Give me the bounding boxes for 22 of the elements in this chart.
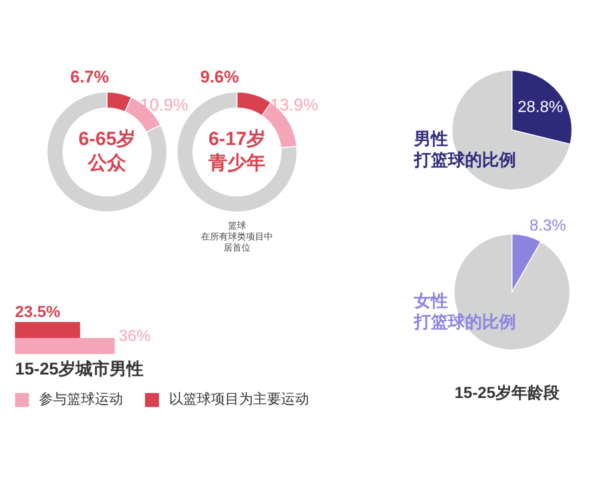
legend: 参与篮球运动 以篮球项目为主要运动: [15, 390, 309, 407]
data-label: 8.3%: [530, 218, 566, 235]
text: 打篮球的比例: [413, 312, 516, 332]
text: 居首位: [224, 242, 250, 252]
legend-label: 以篮球项目为主要运动: [169, 390, 309, 407]
text: 女性: [413, 291, 448, 310]
text: 15-25岁城市男性: [15, 359, 144, 378]
text: 男性: [413, 129, 448, 148]
text: 6-65岁: [78, 129, 136, 150]
data-label: 6.7%: [70, 67, 109, 86]
text: 打篮球的比例: [413, 150, 516, 170]
text: 在所有球类项目中: [201, 231, 273, 242]
data-label: 36%: [118, 328, 151, 346]
text: 篮球: [228, 220, 246, 230]
data-label: 9.6%: [200, 67, 239, 86]
data-label: 28.8%: [518, 98, 563, 116]
data-label: 23.5%: [15, 304, 60, 322]
text: 15-25岁年龄段: [454, 384, 560, 402]
legend-label: 参与篮球运动: [39, 390, 123, 407]
text: 青少年: [208, 152, 266, 174]
text: 公众: [87, 153, 127, 174]
text: 6-17岁: [208, 129, 266, 150]
